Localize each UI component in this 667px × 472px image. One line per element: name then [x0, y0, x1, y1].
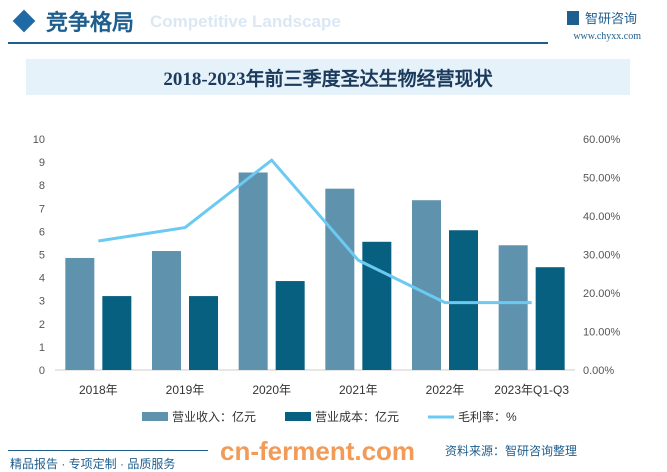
bar-revenue — [65, 257, 95, 370]
brand-url: www.chyxx.com — [573, 31, 641, 42]
footer-divider — [8, 450, 208, 451]
y2-tick-label: 60.00% — [583, 134, 621, 146]
y-tick-label: 2 — [39, 319, 45, 331]
logo-icon — [566, 10, 579, 25]
y-tick-label: 1 — [39, 342, 45, 354]
y-tick-label: 4 — [39, 273, 45, 285]
legend-swatch — [285, 412, 311, 421]
legend-label: 营业收入：亿元 — [172, 409, 256, 424]
x-tick-label: 2023年Q1-Q3 — [494, 383, 569, 397]
y2-tick-label: 20.00% — [583, 288, 621, 300]
logo-text: 智研咨询 — [584, 11, 637, 26]
bar-cost — [275, 281, 305, 370]
y-tick-label: 0 — [39, 365, 45, 377]
bar-revenue — [152, 251, 181, 370]
y2-tick-label: 0.00% — [583, 365, 614, 377]
y2-tick-label: 40.00% — [583, 211, 621, 223]
y2-tick-label: 10.00% — [583, 327, 621, 339]
y-tick-label: 5 — [39, 250, 45, 262]
bar-revenue — [498, 245, 528, 370]
bar-cost — [449, 230, 478, 370]
bar-cost — [189, 296, 218, 370]
legend-label: 营业成本：亿元 — [315, 409, 399, 424]
y2-tick-label: 50.00% — [583, 173, 621, 185]
legend-swatch — [142, 412, 168, 421]
brand-logo: 智研咨询 — [566, 8, 637, 27]
x-tick-label: 2018年 — [79, 383, 118, 397]
bar-revenue — [412, 200, 441, 370]
x-tick-label: 2020年 — [252, 383, 291, 397]
bar-cost — [102, 296, 132, 370]
bar-cost — [535, 267, 565, 370]
y-tick-label: 9 — [39, 157, 45, 169]
bar-cost — [362, 241, 392, 370]
y-tick-label: 3 — [39, 296, 45, 308]
chart-title: 2018-2023年前三季度圣达生物经营现状 — [26, 59, 630, 95]
section-subtitle: Competitive Landscape — [150, 12, 341, 31]
header-divider — [8, 42, 548, 44]
y-tick-label: 6 — [39, 226, 45, 238]
x-tick-label: 2021年 — [339, 383, 378, 397]
section-title: 竞争格局 — [46, 10, 135, 35]
bar-revenue — [325, 188, 355, 370]
y-tick-label: 8 — [39, 180, 45, 192]
x-tick-label: 2019年 — [166, 383, 205, 397]
source-note: 资料来源：智研咨询整理 — [445, 444, 578, 458]
bar-revenue — [238, 172, 268, 370]
legend-label: 毛利率：% — [458, 409, 517, 424]
y2-tick-label: 30.00% — [583, 250, 621, 262]
y-tick-label: 10 — [33, 134, 45, 146]
y-tick-label: 7 — [39, 203, 45, 215]
section-header: 竞争格局 — [10, 4, 134, 38]
footer-tagline: 精品报告 · 专项定制 · 品质服务 — [10, 457, 176, 471]
line-gross-margin — [98, 158, 532, 305]
watermark: cn-ferment.com — [220, 436, 416, 466]
x-tick-label: 2022年 — [426, 383, 465, 397]
